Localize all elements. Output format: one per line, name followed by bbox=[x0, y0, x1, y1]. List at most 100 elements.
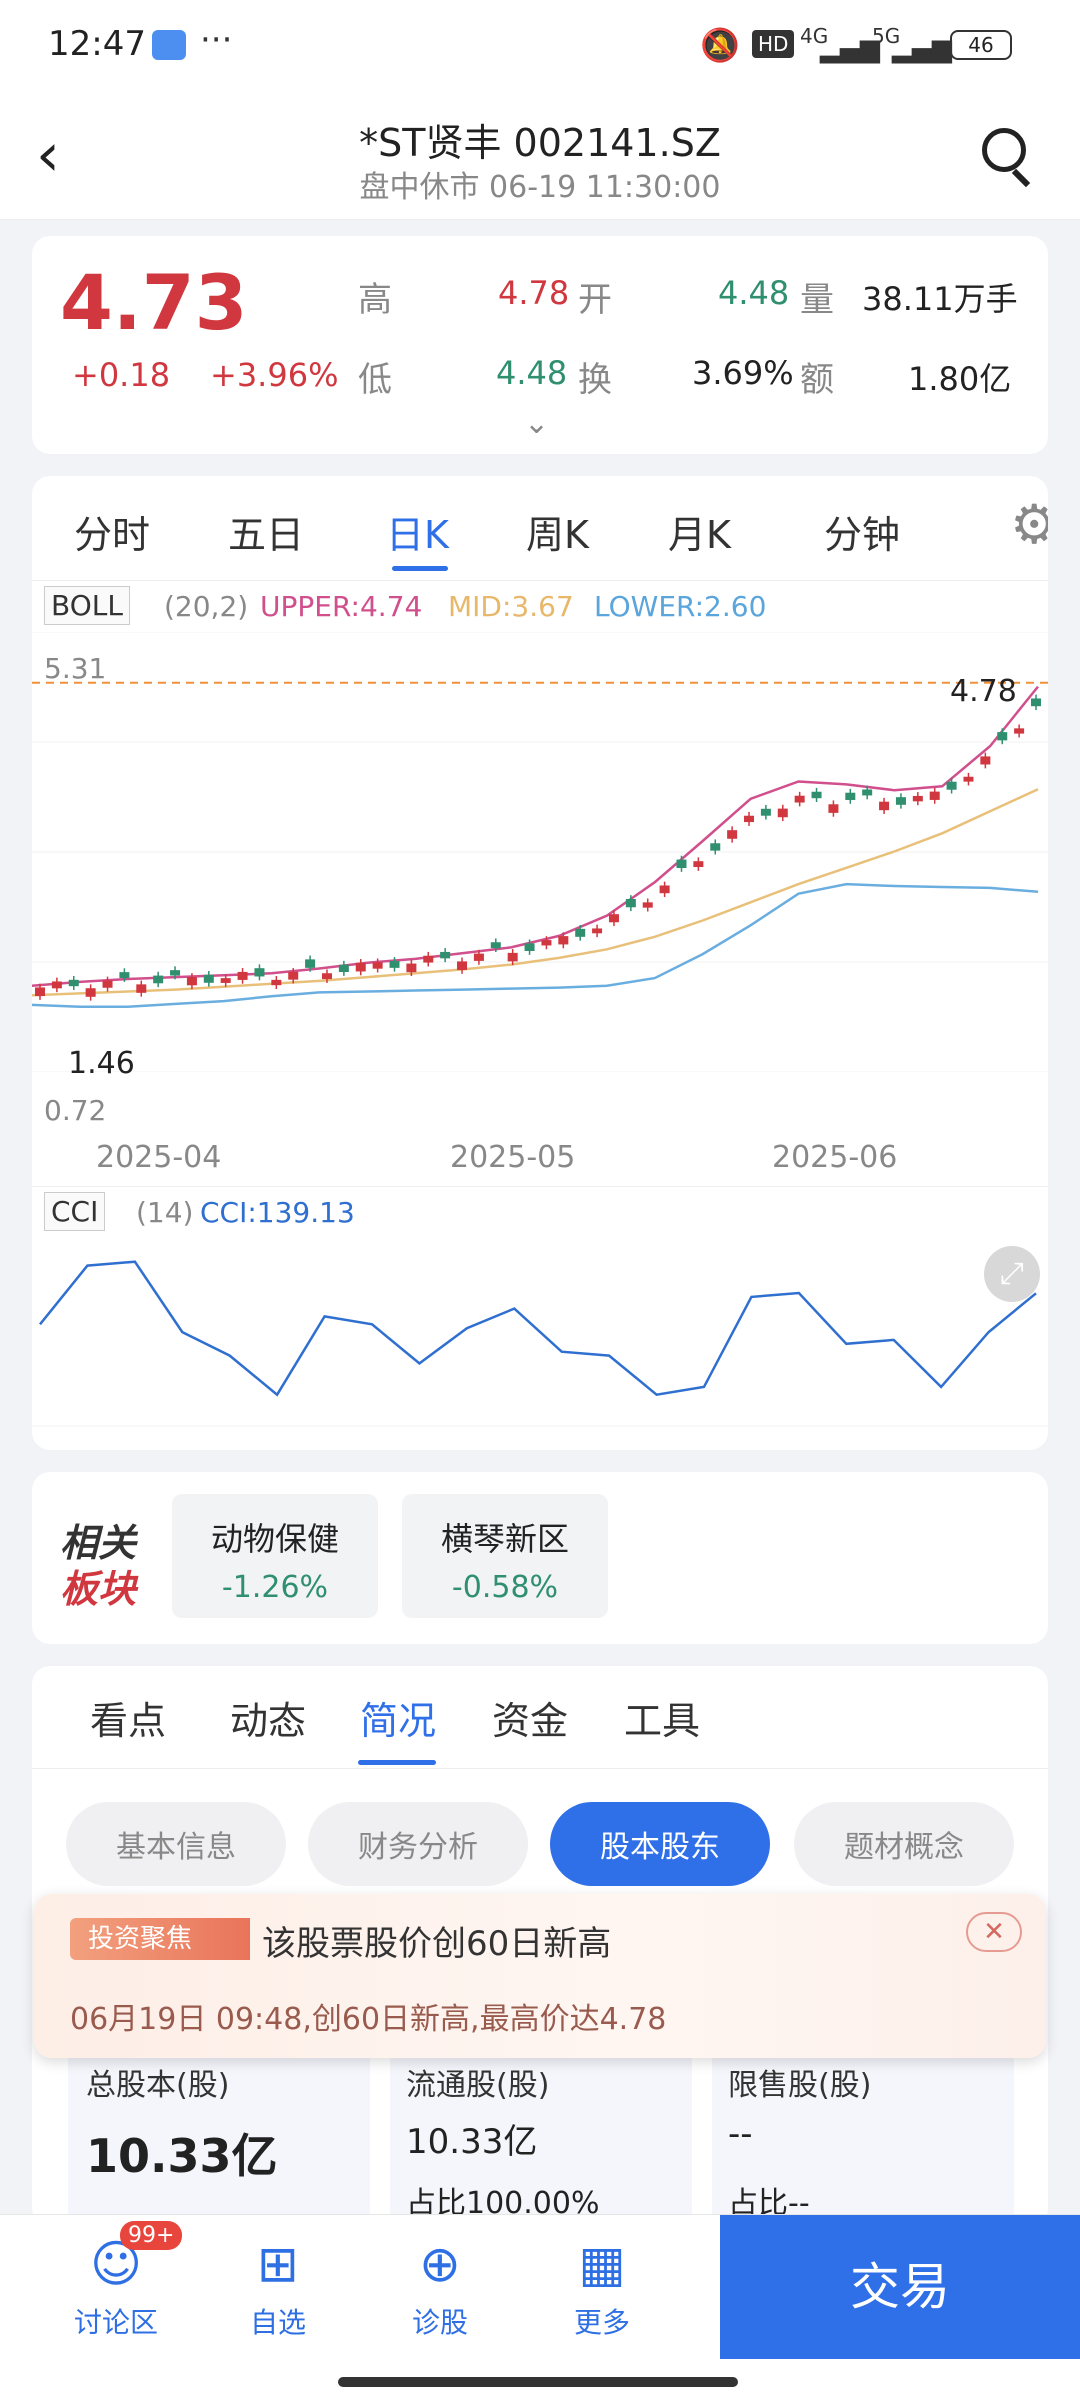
divider bbox=[32, 1768, 1048, 1769]
nav-discussion[interactable]: ☺ 讨论区 bbox=[56, 2235, 176, 2341]
search-icon[interactable] bbox=[982, 128, 1026, 172]
info-tab[interactable]: 看点 bbox=[90, 1699, 167, 1743]
boll-mid: MID:3.67 bbox=[448, 590, 574, 623]
cci-value: CCI:139.13 bbox=[200, 1196, 355, 1229]
candle bbox=[929, 791, 940, 800]
candle bbox=[254, 968, 265, 977]
quote-card: 4.73 +0.18 +3.96% 高 4.78 开 4.48 量 38.11万… bbox=[32, 236, 1048, 454]
candle bbox=[119, 972, 130, 979]
candle bbox=[811, 791, 822, 799]
share-value: 10.33亿 bbox=[86, 2129, 278, 2183]
current-price: 4.73 bbox=[60, 258, 248, 347]
sector-chip[interactable]: 横琴新区 -0.58% bbox=[402, 1494, 608, 1618]
open-value: 4.48 bbox=[718, 274, 790, 312]
app-notification-icon bbox=[152, 30, 186, 60]
more-notifications-icon: ··· bbox=[200, 20, 233, 60]
price-change: +0.18 bbox=[72, 356, 171, 394]
y-max-label: 5.31 bbox=[44, 652, 107, 685]
share-cell: 限售股(股) -- 占比-- bbox=[712, 2058, 1014, 2221]
subtab-pill[interactable]: 股本股东 bbox=[550, 1802, 770, 1886]
high-price-label: 4.78 bbox=[950, 674, 1017, 709]
candle bbox=[794, 795, 805, 803]
divider bbox=[32, 1186, 1048, 1187]
info-tab[interactable]: 工具 bbox=[624, 1699, 701, 1743]
close-icon[interactable]: ✕ bbox=[966, 1912, 1022, 1952]
kline-chart[interactable] bbox=[32, 632, 1048, 1072]
divider bbox=[32, 580, 1048, 581]
boll-lower-line bbox=[32, 882, 1039, 1009]
cci-indicator-select[interactable]: CCI bbox=[44, 1192, 106, 1231]
volume-value: 38.11万手 bbox=[862, 280, 1018, 318]
medkit-icon: ⊕ bbox=[419, 2235, 461, 2293]
trade-button[interactable]: 交易 bbox=[720, 2215, 1080, 2359]
subtab-pill[interactable]: 题材概念 bbox=[794, 1802, 1014, 1886]
info-tab[interactable]: 简况 bbox=[360, 1699, 437, 1743]
candle bbox=[828, 804, 839, 813]
active-tab-indicator bbox=[392, 566, 448, 571]
settings-icon[interactable]: ⚙ bbox=[1010, 493, 1048, 556]
candle bbox=[592, 928, 603, 934]
candle bbox=[203, 974, 214, 983]
low-price-label: 1.46 bbox=[68, 1046, 135, 1081]
nav-watchlist[interactable]: ⊞ 自选 bbox=[218, 2235, 338, 2341]
toast-detail: 06月19日 09:48,创60日新高,最高价达4.78 bbox=[70, 2002, 667, 2037]
date-label-1: 2025-04 bbox=[96, 1140, 222, 1175]
chart-tab[interactable]: 五日 bbox=[228, 513, 305, 557]
candle bbox=[220, 978, 231, 983]
info-tab[interactable]: 动态 bbox=[230, 1699, 307, 1743]
info-tab[interactable]: 资金 bbox=[492, 1699, 569, 1743]
candle bbox=[473, 953, 484, 961]
candle bbox=[727, 830, 738, 839]
grid-icon: ▦ bbox=[578, 2235, 626, 2293]
candle bbox=[879, 801, 890, 811]
active-tab-indicator bbox=[358, 1760, 436, 1765]
sector-chip[interactable]: 动物保健 -1.26% bbox=[172, 1494, 378, 1618]
candle bbox=[85, 988, 96, 997]
status-bar: 12:47 ··· 🔕 HD 4G ▂▄▆ 5G ▂▄▆ 46 bbox=[0, 0, 1080, 90]
toast-title: 该股票股价创60日新高 bbox=[262, 1924, 612, 1964]
open-label: 开 bbox=[578, 280, 612, 320]
candle bbox=[186, 977, 197, 986]
signal-4g-label: 4G bbox=[800, 24, 829, 48]
candle bbox=[777, 808, 788, 818]
high-label: 高 bbox=[358, 280, 392, 320]
back-icon[interactable]: ‹ bbox=[36, 120, 60, 190]
toast-badge: 投资聚焦 bbox=[70, 1918, 250, 1960]
chart-tab[interactable]: 日K bbox=[386, 513, 449, 557]
chart-tab[interactable]: 周K bbox=[526, 513, 589, 557]
status-time: 12:47 bbox=[48, 24, 146, 64]
subtab-pill[interactable]: 基本信息 bbox=[66, 1802, 286, 1886]
cci-chart bbox=[32, 1260, 1048, 1427]
share-value: -- bbox=[728, 2114, 753, 2154]
share-value: 10.33亿 bbox=[406, 2122, 538, 2162]
boll-indicator-select[interactable]: BOLL bbox=[44, 586, 130, 625]
nav-label: 讨论区 bbox=[73, 2306, 158, 2339]
related-sectors: 相关 板块 动物保健 -1.26% 横琴新区 -0.58% bbox=[32, 1472, 1048, 1644]
candle bbox=[912, 795, 923, 802]
candle bbox=[980, 756, 991, 765]
candle bbox=[676, 859, 687, 869]
candle bbox=[35, 987, 45, 997]
chart-tab[interactable]: 分钟 bbox=[824, 513, 901, 557]
sectors-title-2: 板块 bbox=[60, 1567, 137, 1611]
subtab-pill[interactable]: 财务分析 bbox=[308, 1802, 528, 1886]
notification-badge: 99+ bbox=[120, 2221, 183, 2250]
chevron-down-icon[interactable]: ⌄ bbox=[524, 406, 550, 441]
amount-value: 1.80亿 bbox=[908, 360, 1012, 398]
candle bbox=[625, 899, 636, 908]
nav-label: 诊股 bbox=[411, 2306, 468, 2339]
chart-tab[interactable]: 月K bbox=[668, 513, 731, 557]
candle bbox=[744, 815, 755, 823]
signal-5g-label: 5G bbox=[872, 24, 901, 48]
share-label: 限售股(股) bbox=[728, 2068, 872, 2103]
nav-diagnose[interactable]: ⊕ 诊股 bbox=[380, 2235, 500, 2341]
fullscreen-icon[interactable]: ⤢ bbox=[984, 1246, 1040, 1302]
low-label: 低 bbox=[358, 360, 392, 400]
nav-more[interactable]: ▦ 更多 bbox=[542, 2235, 662, 2341]
notification-toast[interactable]: 投资聚焦 该股票股价创60日新高 06月19日 09:48,创60日新高,最高价… bbox=[34, 1894, 1046, 2058]
candle bbox=[541, 940, 552, 946]
nav-label: 更多 bbox=[573, 2306, 630, 2339]
boll-upper: UPPER:4.74 bbox=[260, 590, 423, 623]
chart-tab[interactable]: 分时 bbox=[74, 513, 151, 557]
cci-params: (14) bbox=[136, 1196, 194, 1229]
